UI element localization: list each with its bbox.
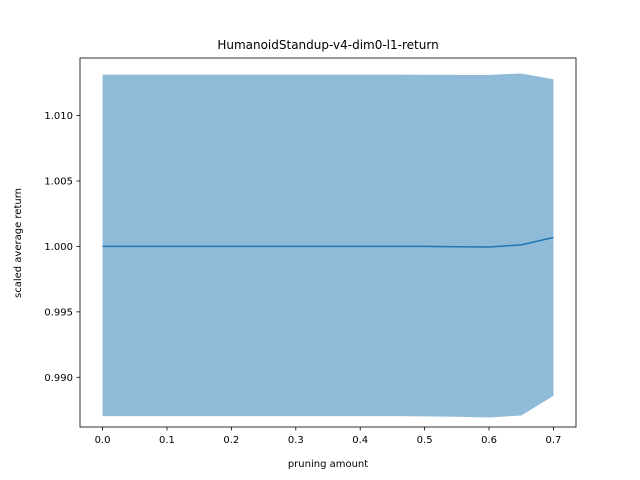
chart-title: HumanoidStandup-v4-dim0-l1-return: [217, 38, 438, 52]
confidence-band: [102, 73, 554, 418]
y-tick-label: 0.995: [44, 307, 73, 318]
mean-line: [102, 236, 554, 248]
axes: 0.0 0.1 0.2 0.3 0.4 0.5 0.6 0.7 0.990 0.995 1.000 1…: [44, 57, 577, 446]
x-tick-label: 0.6: [481, 435, 497, 446]
plot-area: [102, 73, 554, 418]
x-tick-label: 0.7: [546, 435, 562, 446]
y-tick-label: 1.005: [44, 177, 73, 188]
y-axis-label: scaled average return: [13, 188, 24, 298]
x-tick-label: 0.2: [223, 435, 239, 446]
x-tick-label: 0.5: [417, 435, 433, 446]
y-tick-label: 0.990: [44, 373, 73, 384]
x-tick-label: 0.3: [288, 435, 304, 446]
y-tick-label: 1.010: [44, 111, 73, 122]
axes-frame: [79, 57, 577, 428]
x-tick-label: 0.0: [95, 435, 111, 446]
x-tick-label: 0.1: [159, 435, 175, 446]
x-axis-label: pruning amount: [288, 459, 368, 470]
x-tick-label: 0.4: [352, 435, 368, 446]
y-tick-label: 1.000: [44, 242, 73, 253]
